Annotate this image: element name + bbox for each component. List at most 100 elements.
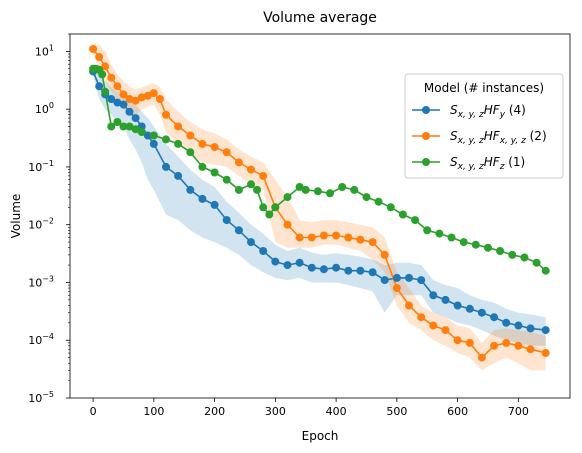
point-series-1	[125, 95, 134, 103]
point-series-0	[490, 313, 499, 322]
point-series-1	[490, 341, 499, 350]
point-series-2	[234, 185, 243, 194]
point-series-0	[356, 266, 365, 275]
point-series-0	[514, 321, 523, 330]
legend-marker-0	[422, 106, 430, 114]
point-series-1	[149, 89, 158, 98]
point-series-2	[459, 238, 468, 247]
point-series-1	[477, 353, 486, 362]
point-series-2	[301, 185, 310, 194]
point-series-2	[101, 87, 110, 96]
point-series-1	[155, 95, 164, 103]
point-series-0	[131, 114, 140, 123]
point-series-1	[283, 220, 292, 229]
point-series-2	[447, 233, 456, 242]
legend-label-2: Sx, y, zHFz (1)	[450, 155, 525, 172]
band-series-0	[93, 66, 546, 346]
point-series-2	[496, 247, 505, 255]
point-series-0	[453, 301, 462, 310]
point-series-2	[174, 139, 183, 148]
point-series-0	[137, 122, 146, 131]
point-series-2	[186, 148, 195, 157]
legend-marker-1	[422, 132, 430, 140]
point-series-1	[356, 235, 365, 244]
point-series-0	[368, 268, 377, 277]
point-series-0	[186, 185, 195, 194]
point-series-0	[149, 139, 158, 148]
point-series-1	[247, 165, 255, 174]
point-series-0	[441, 295, 450, 304]
point-series-2	[326, 189, 334, 198]
y-tick-label-3: 10−2	[28, 217, 54, 232]
point-series-0	[465, 304, 474, 313]
point-series-1	[137, 93, 146, 102]
point-series-2	[386, 203, 395, 212]
point-series-2	[210, 168, 219, 177]
point-series-1	[131, 96, 140, 105]
legend-items: Sx, y, zHFy (4) Sx, y, zHFx, y, z (2) Sx, …	[412, 103, 547, 172]
chart-title: Volume average	[263, 10, 377, 26]
point-series-2	[532, 258, 541, 267]
point-series-2	[98, 70, 107, 79]
legend-label-1: Sx, y, zHFx, y, z (2)	[450, 129, 547, 146]
point-series-2	[131, 125, 140, 134]
point-series-0	[392, 273, 401, 282]
point-series-1	[95, 53, 104, 61]
point-series-0	[319, 265, 328, 274]
y-tick-label-1: 100	[35, 101, 54, 116]
plot-frame	[69, 33, 571, 399]
point-series-2	[374, 197, 383, 206]
x-axis: 0 100 200 300 400 500 600 700	[90, 398, 529, 418]
point-series-0	[198, 194, 207, 203]
point-series-1	[380, 250, 389, 259]
point-series-2	[313, 187, 322, 196]
point-series-2	[398, 210, 407, 219]
point-series-0	[344, 266, 353, 275]
point-series-0	[210, 200, 219, 209]
point-series-1	[332, 231, 341, 240]
point-series-1	[502, 338, 511, 347]
y-axis: 101 100 10−1 10−2 10−3 10−4 10−5	[28, 33, 70, 405]
point-series-2	[411, 216, 420, 225]
point-series-2	[541, 266, 550, 275]
x-tick-label-6: 600	[447, 405, 468, 418]
point-series-2	[508, 250, 517, 259]
point-series-0	[283, 261, 292, 270]
x-tick-label-4: 400	[326, 405, 347, 418]
point-series-2	[423, 226, 432, 235]
point-series-0	[162, 162, 170, 171]
x-tick-label-3: 300	[265, 405, 286, 418]
point-series-2	[125, 122, 134, 131]
x-tick-label-7: 700	[508, 405, 529, 418]
point-series-0	[271, 257, 280, 266]
point-series-1	[259, 171, 268, 180]
point-series-2	[283, 193, 292, 202]
point-series-0	[222, 216, 231, 225]
point-series-1	[119, 90, 128, 99]
point-series-1	[541, 349, 550, 357]
point-series-0	[405, 273, 413, 282]
point-series-0	[526, 324, 535, 333]
legend-box	[404, 73, 564, 179]
y-tick-label-4: 10−3	[28, 274, 54, 289]
point-series-2	[198, 162, 207, 171]
point-series-0	[477, 308, 486, 317]
point-series-2	[265, 210, 274, 219]
point-series-0	[307, 263, 316, 272]
point-series-2	[137, 128, 146, 137]
point-series-1	[143, 91, 152, 100]
point-series-1	[392, 284, 401, 293]
y-axis-label: Volume	[9, 194, 23, 239]
point-series-0	[417, 276, 426, 285]
point-series-0	[259, 247, 268, 255]
point-series-2	[435, 229, 444, 238]
point-series-1	[295, 233, 304, 242]
x-tick-label-5: 500	[386, 405, 407, 418]
point-series-1	[307, 233, 316, 242]
x-tick-label-0: 0	[90, 405, 97, 418]
point-series-1	[107, 73, 116, 82]
point-series-2	[119, 122, 128, 131]
point-series-0	[380, 276, 389, 285]
point-series-1	[186, 131, 195, 140]
point-series-2	[259, 203, 268, 212]
